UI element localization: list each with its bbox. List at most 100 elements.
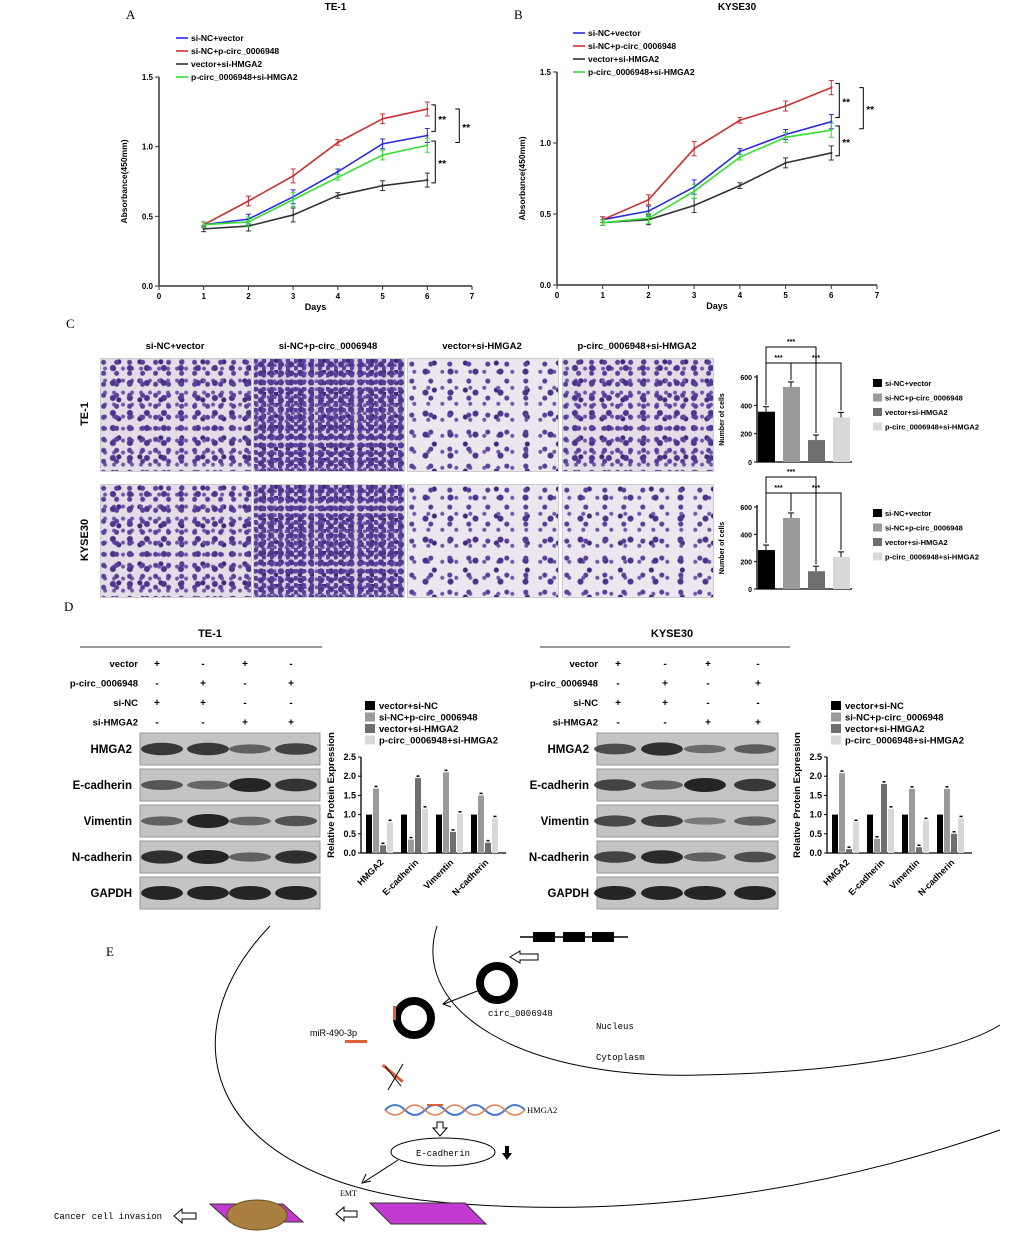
x-tick-label: 5 bbox=[783, 291, 788, 300]
protein-label: GAPDH bbox=[547, 888, 589, 900]
series-line bbox=[602, 120, 832, 221]
x-tick-label: HMGA2 bbox=[821, 857, 851, 887]
blot-band bbox=[275, 886, 317, 900]
bar bbox=[888, 808, 894, 853]
protein-label: N-cadherin bbox=[529, 852, 589, 864]
y-tick-label: 1.5 bbox=[343, 790, 356, 800]
blot-band bbox=[275, 850, 317, 864]
circrna-label: circ_0006948 bbox=[488, 1009, 553, 1019]
exon-box bbox=[592, 932, 614, 942]
condition-sign: - bbox=[155, 718, 158, 729]
condition-sign: + bbox=[242, 718, 248, 729]
blot-band bbox=[594, 779, 636, 791]
legend-label: si-NC+vector bbox=[191, 33, 244, 43]
condition-label: si-NC bbox=[573, 698, 598, 709]
condition-label: p-circ_0006948 bbox=[530, 679, 598, 690]
legend-swatch bbox=[365, 701, 375, 710]
condition-sign: + bbox=[154, 698, 160, 709]
condition-sign: - bbox=[706, 679, 709, 690]
protein-label: GAPDH bbox=[90, 888, 132, 900]
transwell-column-header: p-circ_0006948+si-HMGA2 bbox=[577, 341, 696, 352]
condition-sign: - bbox=[155, 679, 158, 690]
epithelial-cells-icon bbox=[368, 1202, 488, 1225]
blot-band bbox=[734, 851, 776, 863]
transwell-image bbox=[562, 484, 714, 598]
blot-band bbox=[684, 817, 726, 825]
x-tick-label: 5 bbox=[380, 292, 385, 301]
legend-swatch bbox=[365, 712, 375, 722]
blot-band bbox=[141, 780, 183, 790]
data-point bbox=[426, 107, 429, 111]
bar bbox=[422, 808, 428, 853]
protein-label: N-cadherin bbox=[72, 852, 132, 864]
bar bbox=[401, 814, 407, 853]
blot-band bbox=[141, 886, 183, 900]
significance-label: *** bbox=[787, 469, 795, 476]
legend-swatch bbox=[873, 379, 882, 387]
western-title: TE-1 bbox=[198, 628, 222, 640]
legend-label: vector+si-HMGA2 bbox=[588, 54, 659, 64]
data-point bbox=[738, 119, 742, 122]
bar bbox=[758, 411, 775, 462]
mirna-icon bbox=[345, 1040, 367, 1043]
series-line bbox=[602, 152, 832, 224]
blot-band bbox=[275, 743, 317, 755]
y-tick-label: 2.5 bbox=[343, 752, 356, 762]
x-tick-label: 4 bbox=[738, 291, 743, 300]
blot-band bbox=[141, 850, 183, 864]
condition-sign: - bbox=[663, 659, 666, 670]
blot-band bbox=[641, 886, 683, 900]
data-point bbox=[738, 184, 742, 187]
invading-cells-icon bbox=[226, 1199, 288, 1231]
significance-label: ** bbox=[438, 159, 446, 170]
significance-label: *** bbox=[774, 485, 782, 492]
x-tick-label: N-cadherin bbox=[916, 857, 956, 897]
data-point bbox=[426, 144, 429, 147]
condition-sign: + bbox=[154, 659, 160, 670]
condition-label: p-circ_0006948 bbox=[70, 679, 138, 690]
data-point bbox=[647, 198, 650, 201]
data-point bbox=[336, 194, 340, 197]
x-tick-label: 1 bbox=[201, 292, 206, 301]
y-tick-label: 0.5 bbox=[809, 829, 822, 839]
data-point bbox=[291, 213, 295, 217]
blot-band bbox=[275, 778, 317, 792]
y-tick-label: 2.5 bbox=[809, 752, 822, 762]
data-point bbox=[738, 156, 742, 159]
y-tick-label: 1.5 bbox=[540, 68, 552, 77]
bar bbox=[387, 822, 393, 853]
data-point bbox=[647, 209, 650, 213]
bar bbox=[450, 831, 456, 853]
legend-swatch bbox=[831, 701, 841, 710]
circrna-nuclear-icon bbox=[476, 962, 518, 1004]
y-axis-label: Number of cells bbox=[719, 522, 726, 575]
condition-sign: + bbox=[200, 679, 206, 690]
condition-sign: + bbox=[200, 698, 206, 709]
condition-sign: - bbox=[663, 718, 666, 729]
y-tick-label: 1.5 bbox=[142, 73, 154, 82]
condition-sign: + bbox=[662, 679, 668, 690]
transwell-row-label: TE-1 bbox=[79, 402, 91, 426]
blot-band bbox=[684, 744, 726, 754]
y-tick-label: 1.0 bbox=[343, 810, 356, 820]
y-tick-label: 1.0 bbox=[540, 139, 552, 148]
data-point bbox=[381, 142, 384, 146]
data-point bbox=[336, 141, 340, 144]
y-axis-label: Absorbance(450mm) bbox=[517, 136, 527, 220]
blot-band bbox=[187, 850, 229, 864]
legend-label: si-NC+p-circ_0006948 bbox=[379, 713, 478, 724]
bar bbox=[874, 838, 880, 853]
condition-sign: + bbox=[288, 679, 294, 690]
y-tick-label: 0.0 bbox=[343, 848, 356, 858]
condition-sign: - bbox=[243, 679, 246, 690]
condition-sign: - bbox=[289, 659, 292, 670]
condition-sign: - bbox=[243, 698, 246, 709]
condition-sign: + bbox=[615, 698, 621, 709]
legend-label: si-NC+p-circ_0006948 bbox=[845, 713, 944, 724]
series-line bbox=[203, 144, 428, 226]
panel-label-c: C bbox=[66, 316, 75, 331]
legend-label: si-NC+p-circ_0006948 bbox=[885, 394, 963, 403]
y-tick-label: 600 bbox=[740, 375, 752, 382]
blot-band bbox=[684, 886, 726, 900]
data-point bbox=[291, 198, 295, 201]
